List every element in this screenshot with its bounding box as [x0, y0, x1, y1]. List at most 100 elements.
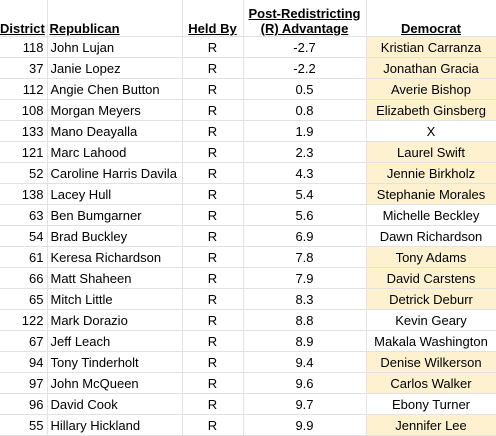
- column-header: Republican: [47, 0, 183, 37]
- table-cell: Jonathan Gracia: [366, 57, 496, 79]
- column-header: Held By: [182, 0, 244, 37]
- table-cell: 4.3: [243, 162, 367, 184]
- table-cell: 8.3: [243, 288, 367, 310]
- table-cell: Ben Bumgarner: [47, 204, 183, 226]
- table-row: 54 Brad Buckley R 6.9 Dawn Richardson: [0, 225, 496, 247]
- table-row: 52 Caroline Harris Davila R 4.3 Jennie Birkh…: [0, 162, 496, 184]
- table-cell: R: [182, 267, 244, 289]
- table-cell: Averie Bishop: [366, 78, 496, 100]
- table-cell: Elizabeth Ginsberg: [366, 99, 496, 121]
- table-cell: R: [182, 162, 244, 184]
- table-row: 112 Angie Chen Button R 0.5 Averie Bishop: [0, 78, 496, 100]
- table-cell: 108: [0, 99, 48, 121]
- table-cell: R: [182, 141, 244, 163]
- table-cell: 0.5: [243, 78, 367, 100]
- table-cell: Matt Shaheen: [47, 267, 183, 289]
- table-cell: -2.2: [243, 57, 367, 79]
- table-cell: 96: [0, 393, 48, 415]
- table-body: 118 John Lujan R -2.7 Kristian Carranza 37 Jan…: [0, 36, 496, 436]
- table-cell: R: [182, 120, 244, 142]
- table-cell: 52: [0, 162, 48, 184]
- table-cell: 61: [0, 246, 48, 268]
- table-cell: Tony Tinderholt: [47, 351, 183, 373]
- table-cell: Jennifer Lee: [366, 414, 496, 436]
- table-row: 121 Marc Lahood R 2.3 Laurel Swift: [0, 141, 496, 163]
- table-cell: X: [366, 120, 496, 142]
- table-cell: Mark Dorazio: [47, 309, 183, 331]
- table-cell: Mano Deayalla: [47, 120, 183, 142]
- table-cell: David Cook: [47, 393, 183, 415]
- table-cell: R: [182, 225, 244, 247]
- table-cell: 8.8: [243, 309, 367, 331]
- table-row: 118 John Lujan R -2.7 Kristian Carranza: [0, 36, 496, 58]
- table-cell: 67: [0, 330, 48, 352]
- table-cell: Dawn Richardson: [366, 225, 496, 247]
- table-cell: Michelle Beckley: [366, 204, 496, 226]
- table-cell: 7.8: [243, 246, 367, 268]
- table-cell: -2.7: [243, 36, 367, 58]
- table-cell: Keresa Richardson: [47, 246, 183, 268]
- table-cell: 0.8: [243, 99, 367, 121]
- table-cell: 7.9: [243, 267, 367, 289]
- header-row: District Republican Held By Post-Redistrict…: [0, 0, 496, 37]
- column-header: District: [0, 0, 48, 37]
- table-cell: Carlos Walker: [366, 372, 496, 394]
- table-row: 122 Mark Dorazio R 8.8 Kevin Geary: [0, 309, 496, 331]
- table-row: 55 Hillary Hickland R 9.9 Jennifer Lee: [0, 414, 496, 436]
- table-cell: 1.9: [243, 120, 367, 142]
- table-row: 67 Jeff Leach R 8.9 Makala Washington: [0, 330, 496, 352]
- table-cell: Laurel Swift: [366, 141, 496, 163]
- table-row: 94 Tony Tinderholt R 9.4 Denise Wilkerson: [0, 351, 496, 373]
- table-cell: R: [182, 36, 244, 58]
- table-cell: Morgan Meyers: [47, 99, 183, 121]
- table-cell: Jennie Birkholz: [366, 162, 496, 184]
- table-cell: 97: [0, 372, 48, 394]
- table-cell: Ebony Turner: [366, 393, 496, 415]
- table-cell: 9.7: [243, 393, 367, 415]
- table-row: 65 Mitch Little R 8.3 Detrick Deburr: [0, 288, 496, 310]
- table-cell: Mitch Little: [47, 288, 183, 310]
- table-cell: 6.9: [243, 225, 367, 247]
- table-cell: John McQueen: [47, 372, 183, 394]
- table-cell: 54: [0, 225, 48, 247]
- table-cell: 94: [0, 351, 48, 373]
- table-cell: Lacey Hull: [47, 183, 183, 205]
- table-cell: R: [182, 78, 244, 100]
- table-cell: 133: [0, 120, 48, 142]
- table-cell: Janie Lopez: [47, 57, 183, 79]
- table-cell: 65: [0, 288, 48, 310]
- table-cell: 63: [0, 204, 48, 226]
- table-cell: Kevin Geary: [366, 309, 496, 331]
- table-cell: R: [182, 330, 244, 352]
- table-cell: Makala Washington: [366, 330, 496, 352]
- table-cell: R: [182, 183, 244, 205]
- column-header: Post-Redistricting (R) Advantage: [243, 0, 367, 37]
- table-row: 96 David Cook R 9.7 Ebony Turner: [0, 393, 496, 415]
- table-cell: David Carstens: [366, 267, 496, 289]
- table-cell: 66: [0, 267, 48, 289]
- table-cell: 5.6: [243, 204, 367, 226]
- table-cell: 37: [0, 57, 48, 79]
- table-cell: 121: [0, 141, 48, 163]
- table-cell: R: [182, 204, 244, 226]
- table-cell: 9.9: [243, 414, 367, 436]
- table-cell: 112: [0, 78, 48, 100]
- table-row: 108 Morgan Meyers R 0.8 Elizabeth Ginsberg: [0, 99, 496, 121]
- table-cell: Caroline Harris Davila: [47, 162, 183, 184]
- table-row: 97 John McQueen R 9.6 Carlos Walker: [0, 372, 496, 394]
- table-row: 63 Ben Bumgarner R 5.6 Michelle Beckley: [0, 204, 496, 226]
- table-cell: 9.6: [243, 372, 367, 394]
- table-cell: R: [182, 288, 244, 310]
- table-cell: R: [182, 99, 244, 121]
- table-cell: R: [182, 372, 244, 394]
- table-row: 138 Lacey Hull R 5.4 Stephanie Morales: [0, 183, 496, 205]
- table-row: 133 Mano Deayalla R 1.9 X: [0, 120, 496, 142]
- table-cell: Denise Wilkerson: [366, 351, 496, 373]
- table-cell: Kristian Carranza: [366, 36, 496, 58]
- table-cell: 8.9: [243, 330, 367, 352]
- table-cell: R: [182, 351, 244, 373]
- table-cell: 5.4: [243, 183, 367, 205]
- table-row: 66 Matt Shaheen R 7.9 David Carstens: [0, 267, 496, 289]
